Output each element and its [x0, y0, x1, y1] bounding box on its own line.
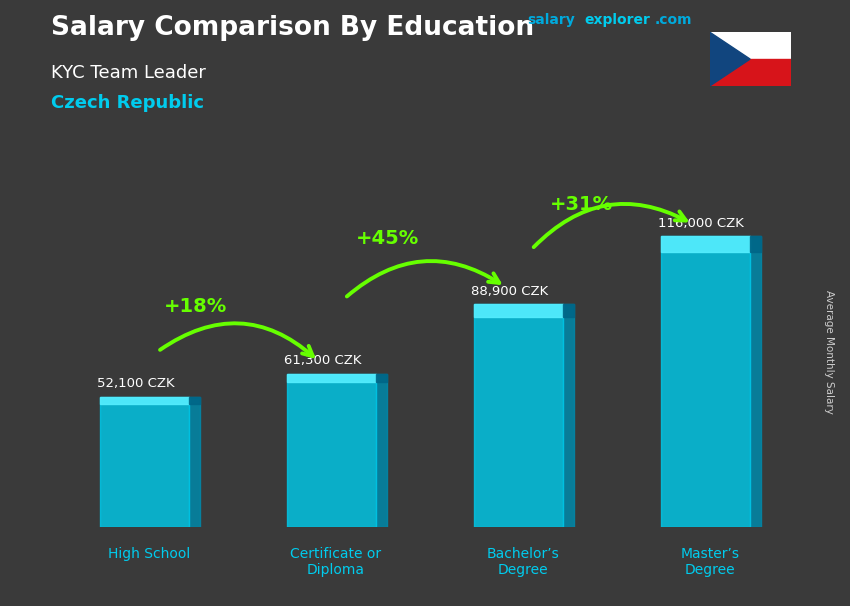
- Text: 61,300 CZK: 61,300 CZK: [284, 355, 361, 367]
- Bar: [287, 373, 376, 382]
- Bar: [750, 236, 762, 252]
- Bar: [189, 396, 201, 527]
- Bar: [563, 304, 575, 316]
- Text: KYC Team Leader: KYC Team Leader: [51, 64, 206, 82]
- Text: Master’s
Degree: Master’s Degree: [680, 547, 740, 578]
- Text: 116,000 CZK: 116,000 CZK: [658, 217, 744, 230]
- Bar: [287, 373, 376, 527]
- Bar: [474, 304, 563, 527]
- Polygon shape: [710, 32, 750, 86]
- Text: Salary Comparison By Education: Salary Comparison By Education: [51, 15, 534, 41]
- Bar: [750, 236, 762, 527]
- Bar: [563, 304, 575, 527]
- Text: 52,100 CZK: 52,100 CZK: [97, 378, 174, 390]
- Text: Czech Republic: Czech Republic: [51, 94, 204, 112]
- Text: Average Monthly Salary: Average Monthly Salary: [824, 290, 834, 413]
- Text: High School: High School: [108, 547, 190, 561]
- Text: salary: salary: [527, 13, 575, 27]
- Bar: [474, 304, 563, 316]
- Text: +18%: +18%: [164, 298, 227, 316]
- Bar: [376, 373, 388, 382]
- Bar: [189, 396, 201, 404]
- Bar: [661, 236, 750, 527]
- Bar: [661, 236, 750, 252]
- Bar: [100, 396, 189, 527]
- Text: +45%: +45%: [356, 229, 419, 248]
- Text: .com: .com: [654, 13, 692, 27]
- Text: Certificate or
Diploma: Certificate or Diploma: [291, 547, 382, 578]
- Bar: [710, 59, 791, 86]
- Text: 88,900 CZK: 88,900 CZK: [471, 285, 548, 298]
- Bar: [710, 32, 791, 59]
- Text: +31%: +31%: [550, 195, 613, 214]
- Bar: [376, 373, 388, 527]
- Text: explorer: explorer: [585, 13, 650, 27]
- Bar: [100, 396, 189, 404]
- Text: Bachelor’s
Degree: Bachelor’s Degree: [486, 547, 559, 578]
